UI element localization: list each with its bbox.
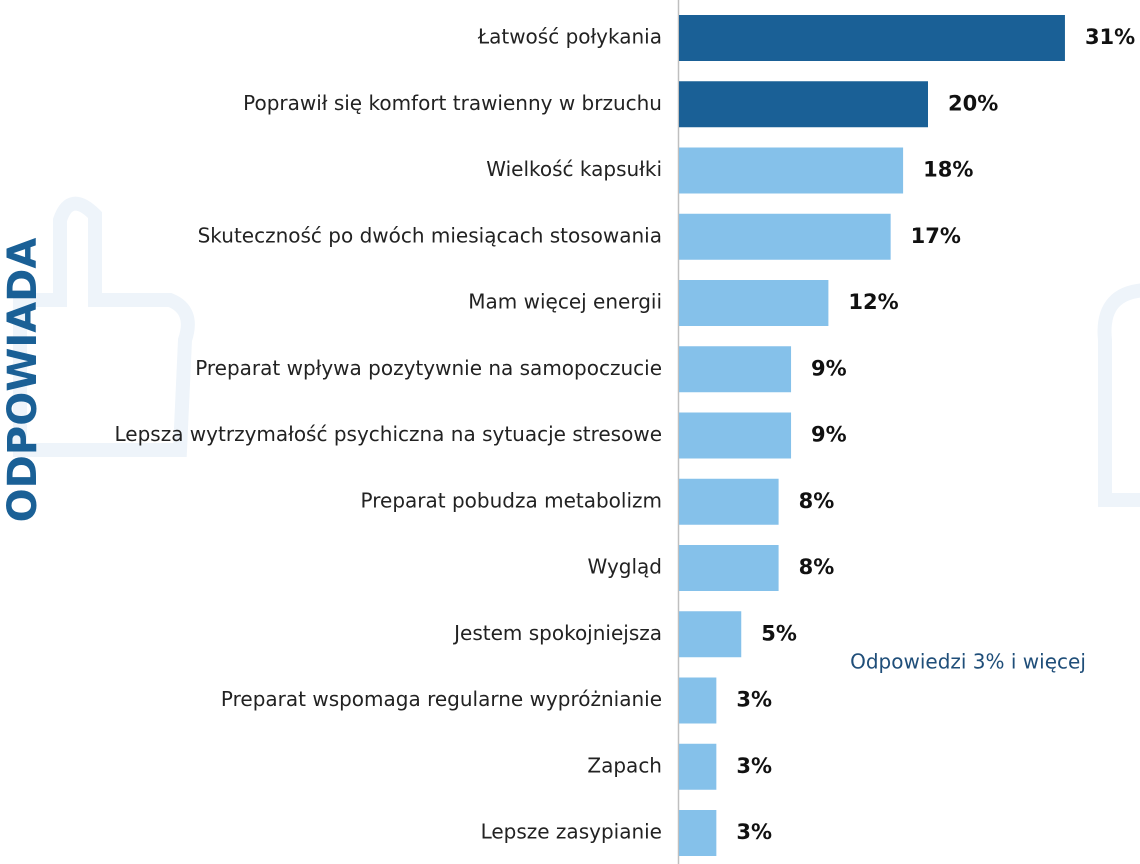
category-label: Skuteczność po dwóch miesiącach stosowan…	[198, 223, 662, 247]
category-label: Wygląd	[588, 555, 662, 579]
value-label: 3%	[736, 820, 772, 844]
bar	[679, 611, 742, 658]
category-label: Mam więcej energii	[468, 290, 662, 314]
bar	[679, 412, 792, 459]
bar	[679, 147, 904, 194]
value-label: 5%	[761, 621, 797, 645]
bar	[679, 15, 1065, 61]
annotation: Odpowiedzi 3% i więcej	[850, 650, 1086, 674]
side-label: ODPOWIADA	[0, 238, 46, 523]
bar	[679, 545, 779, 591]
category-label: Łatwość połykania	[477, 25, 662, 49]
category-label: Jestem spokojniejsza	[452, 621, 662, 645]
category-label: Preparat wspomaga regularne wypróżnianie	[221, 687, 662, 711]
value-label: 18%	[923, 158, 973, 182]
bar	[679, 743, 717, 790]
category-label: Wielkość kapsułki	[486, 157, 662, 181]
value-label: 3%	[736, 754, 772, 778]
category-label: Lepsze zasypianie	[481, 820, 662, 844]
category-label: Lepsza wytrzymałość psychiczna na sytuac…	[114, 422, 662, 446]
bar	[679, 810, 717, 856]
bar	[679, 213, 891, 260]
bar	[679, 280, 829, 326]
value-label: 12%	[848, 290, 898, 314]
value-label: 8%	[799, 489, 835, 513]
value-label: 3%	[736, 688, 772, 712]
value-label: 9%	[811, 423, 847, 447]
category-label: Zapach	[587, 753, 662, 777]
decoration	[13, 196, 1140, 507]
category-label: Poprawił się komfort trawienny w brzuchu	[243, 91, 662, 115]
category-label: Preparat wpływa pozytywnie na samopoczuc…	[195, 356, 662, 380]
value-label: 9%	[811, 356, 847, 380]
category-label: Preparat pobudza metabolizm	[361, 488, 662, 512]
value-label: 8%	[799, 555, 835, 579]
bar	[679, 677, 717, 724]
value-label: 20%	[948, 91, 998, 115]
bar	[679, 478, 779, 525]
bar	[679, 346, 792, 393]
bar	[679, 81, 928, 128]
value-label: 31%	[1085, 25, 1135, 49]
value-label: 17%	[911, 224, 961, 248]
